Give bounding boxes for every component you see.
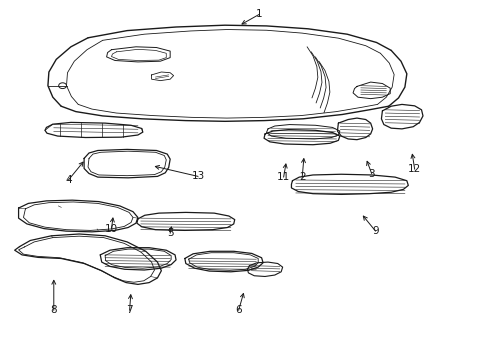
Text: 5: 5 bbox=[166, 228, 173, 238]
Text: 10: 10 bbox=[105, 224, 118, 234]
Text: 1: 1 bbox=[255, 9, 262, 19]
Text: 7: 7 bbox=[126, 305, 133, 315]
Text: 4: 4 bbox=[65, 175, 72, 185]
Text: 8: 8 bbox=[50, 305, 57, 315]
Text: 6: 6 bbox=[235, 305, 242, 315]
Text: 11: 11 bbox=[276, 172, 290, 182]
Text: 2: 2 bbox=[298, 172, 305, 182]
Text: 3: 3 bbox=[367, 168, 374, 179]
Text: 13: 13 bbox=[191, 171, 204, 181]
Text: 12: 12 bbox=[407, 164, 421, 174]
Text: 9: 9 bbox=[371, 226, 378, 236]
